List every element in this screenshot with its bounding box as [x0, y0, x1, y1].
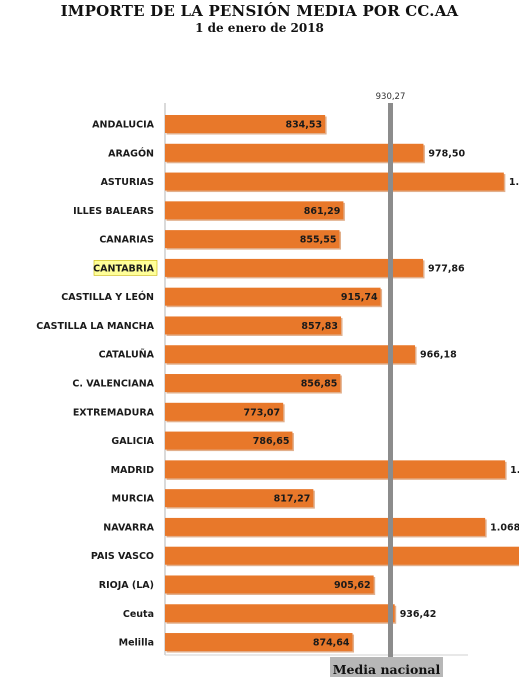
value-label: 978,50 — [428, 148, 465, 159]
media-nacional-value: 930,27 — [376, 92, 406, 102]
bar — [165, 230, 340, 249]
category-label: C. VALENCIANA — [72, 379, 154, 390]
media-nacional-label: Media nacional — [332, 662, 441, 677]
bar — [165, 374, 341, 393]
bar — [165, 546, 519, 565]
category-label: EXTREMADURA — [73, 407, 155, 418]
media-nacional-line — [388, 103, 393, 657]
value-label: 786,65 — [253, 436, 290, 447]
value-label: 857,83 — [301, 321, 338, 332]
bar — [165, 431, 293, 450]
media-nacional-box — [330, 657, 443, 677]
category-label: RIOJA (LA) — [99, 580, 154, 591]
value-label: 977,86 — [428, 263, 465, 274]
category-label: ANDALUCIA — [92, 120, 154, 131]
value-label: 855,55 — [300, 235, 337, 246]
bar — [165, 604, 395, 623]
category-label: ASTURIAS — [101, 177, 155, 188]
value-label: 915,74 — [341, 292, 378, 303]
value-label: 905,62 — [334, 580, 371, 591]
value-label: 1.068,90 — [490, 522, 519, 533]
chart-title: IMPORTE DE LA PENSIÓN MEDIA POR CC.AA — [60, 2, 459, 20]
bar — [165, 633, 353, 652]
value-label: 856,85 — [301, 379, 338, 390]
category-label: CANTABRIA — [93, 263, 154, 274]
category-label: Melilla — [119, 638, 154, 649]
bar — [165, 201, 344, 220]
value-label: 773,07 — [243, 407, 280, 418]
value-label: 966,18 — [420, 350, 457, 361]
category-label: PAIS VASCO — [91, 551, 154, 562]
category-label: ARAGÓN — [108, 147, 154, 159]
category-label: MADRID — [111, 465, 155, 476]
category-label: ILLES BALEARS — [73, 206, 154, 217]
bar — [165, 489, 314, 508]
bar — [165, 172, 504, 191]
bar — [165, 316, 342, 335]
bar — [165, 115, 326, 133]
category-label: CASTILLA Y LEÓN — [61, 291, 154, 303]
category-label: NAVARRA — [103, 522, 154, 533]
bar — [165, 517, 486, 536]
value-label: 1.098,11 — [510, 465, 519, 476]
category-label: CATALUÑA — [99, 350, 155, 361]
bar — [165, 287, 381, 306]
chart-subtitle: 1 de enero de 2018 — [195, 21, 324, 35]
value-label: 834,53 — [285, 120, 322, 131]
category-label: Ceuta — [123, 609, 154, 620]
value-label: 936,42 — [400, 609, 437, 620]
bar — [165, 345, 416, 364]
value-label: 817,27 — [274, 494, 311, 505]
category-label: MURCIA — [112, 494, 155, 505]
value-label: 874,64 — [313, 638, 350, 649]
value-label: 1.096,27 — [509, 177, 519, 188]
bar — [165, 258, 423, 277]
category-label: CASTILLA LA MANCHA — [36, 321, 154, 332]
category-label: GALICIA — [111, 436, 154, 447]
highlight-box — [93, 260, 158, 276]
category-label: CANARIAS — [99, 235, 154, 246]
bar — [165, 143, 424, 162]
bar — [165, 402, 284, 421]
bar — [165, 460, 506, 479]
bar — [165, 575, 374, 594]
value-label: 861,29 — [304, 206, 341, 217]
